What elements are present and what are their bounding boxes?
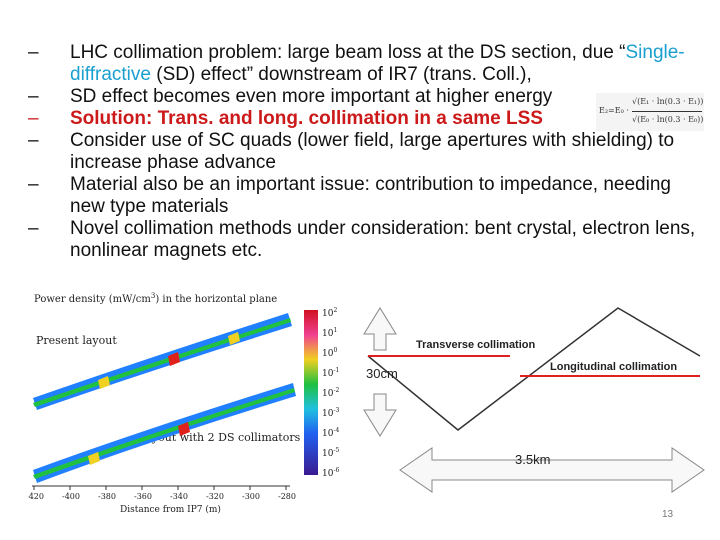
left-right-arrow-icon [399, 447, 705, 493]
x-tick-label: -280 [278, 492, 296, 501]
formula-denominator: √(E₀ · ln(0.3 · E₀)) [632, 115, 704, 124]
bullet-dash: – [28, 108, 39, 129]
x-ticks: -420 -400 -380 -360 -340 -320 -300 -280 [28, 486, 296, 501]
up-arrow-icon [363, 307, 397, 351]
bullet-dash: – [28, 130, 39, 151]
bullet-dash: – [28, 42, 39, 63]
colorbar-tick-label: 101 [322, 327, 337, 339]
hotspot [178, 422, 190, 436]
bullet-text: Solution: Trans. and long. collimation i… [70, 108, 543, 129]
formula-fraction-bar [632, 111, 702, 112]
bullet-text: Material also be an important issue: con… [70, 174, 671, 217]
bullet-text: Novel collimation methods under consider… [70, 218, 696, 261]
present-layout-label: Present layout [36, 334, 117, 347]
down-arrow-icon [363, 393, 397, 437]
dimension-30cm-label: 30cm [366, 366, 398, 381]
ds-layout-beam [33, 383, 296, 483]
bullet-text: LHC collimation problem: large beam loss… [70, 42, 626, 63]
bullet-item: – Consider use of SC quads (lower field,… [28, 130, 708, 174]
colorbar-tick-label: 100 [322, 347, 337, 359]
x-axis-label: Distance from IP7 (m) [120, 504, 221, 515]
colorbar-tick-label: 10-3 [322, 407, 339, 419]
hotspot [168, 352, 180, 366]
colorbar-tick-label: 10-5 [322, 447, 339, 459]
x-tick-label: -420 [28, 492, 44, 501]
hotspot [88, 452, 100, 465]
bullet-text: Consider use of SC quads (lower field, l… [70, 130, 675, 173]
colorbar-ticks: 102 101 100 10-1 10-2 10-3 10-4 10-5 10-6 [322, 307, 339, 479]
figure-title: Power density (mW/cm3) in the horizontal… [34, 292, 277, 305]
x-tick-label: -320 [206, 492, 224, 501]
colorbar-tick-label: 10-1 [322, 367, 339, 379]
formula-numerator: √(E₁ · ln(0.3 · E₁)) [632, 97, 704, 106]
bullet-item: – Material also be an important issue: c… [28, 174, 708, 218]
bullet-item: – SD effect becomes even more important … [28, 86, 708, 108]
bullet-dash: – [28, 218, 39, 239]
present-layout-beam [33, 313, 292, 410]
page-number: 13 [662, 509, 674, 520]
beam-envelope-line [367, 307, 701, 431]
bullet-item: – Novel collimation methods under consid… [28, 218, 708, 262]
bullet-item-solution: – Solution: Trans. and long. collimation… [28, 108, 708, 130]
beam-core [33, 318, 291, 407]
transverse-collimation-label: Transverse collimation [416, 339, 535, 351]
colorbar-tick-label: 10-2 [322, 387, 339, 399]
bullet-dash: – [28, 174, 39, 195]
x-tick-label: -360 [134, 492, 152, 501]
bullet-item: – LHC collimation problem: large beam lo… [28, 42, 708, 86]
x-tick-label: -340 [170, 492, 188, 501]
hotspot [228, 332, 240, 345]
bullet-dash: – [28, 86, 39, 107]
x-tick-label: -300 [242, 492, 260, 501]
dimension-3-5km-label: 3.5km [515, 452, 550, 467]
power-density-figure: Power density (mW/cm3) in the horizontal… [28, 292, 339, 515]
ds-layout-label: Layout with 2 DS collimators [138, 431, 301, 444]
x-tick-label: -400 [62, 492, 80, 501]
colorbar-tick-label: 10-4 [322, 427, 339, 439]
colorbar-tick-label: 10-6 [322, 467, 339, 479]
hotspot [98, 376, 110, 389]
bullet-list: – LHC collimation problem: large beam lo… [28, 42, 708, 262]
colorbar [304, 310, 318, 475]
formula-lhs: E₂=E₀ · [599, 106, 629, 115]
x-tick-label: -380 [98, 492, 116, 501]
longitudinal-collimation-label: Longitudinal collimation [550, 361, 677, 373]
bullet-text: SD effect becomes even more important at… [70, 86, 553, 107]
colorbar-tick-label: 102 [322, 307, 337, 319]
energy-formula: E₂=E₀ · √(E₁ · ln(0.3 · E₁)) √(E₀ · ln(0… [596, 93, 704, 131]
bullet-text-cont: (SD) effect” downstream of IR7 (trans. C… [150, 64, 532, 85]
collimation-diagram: Transverse collimation Longitudinal coll… [363, 307, 705, 493]
bullet-highlight: Single-diffractive [70, 42, 685, 85]
